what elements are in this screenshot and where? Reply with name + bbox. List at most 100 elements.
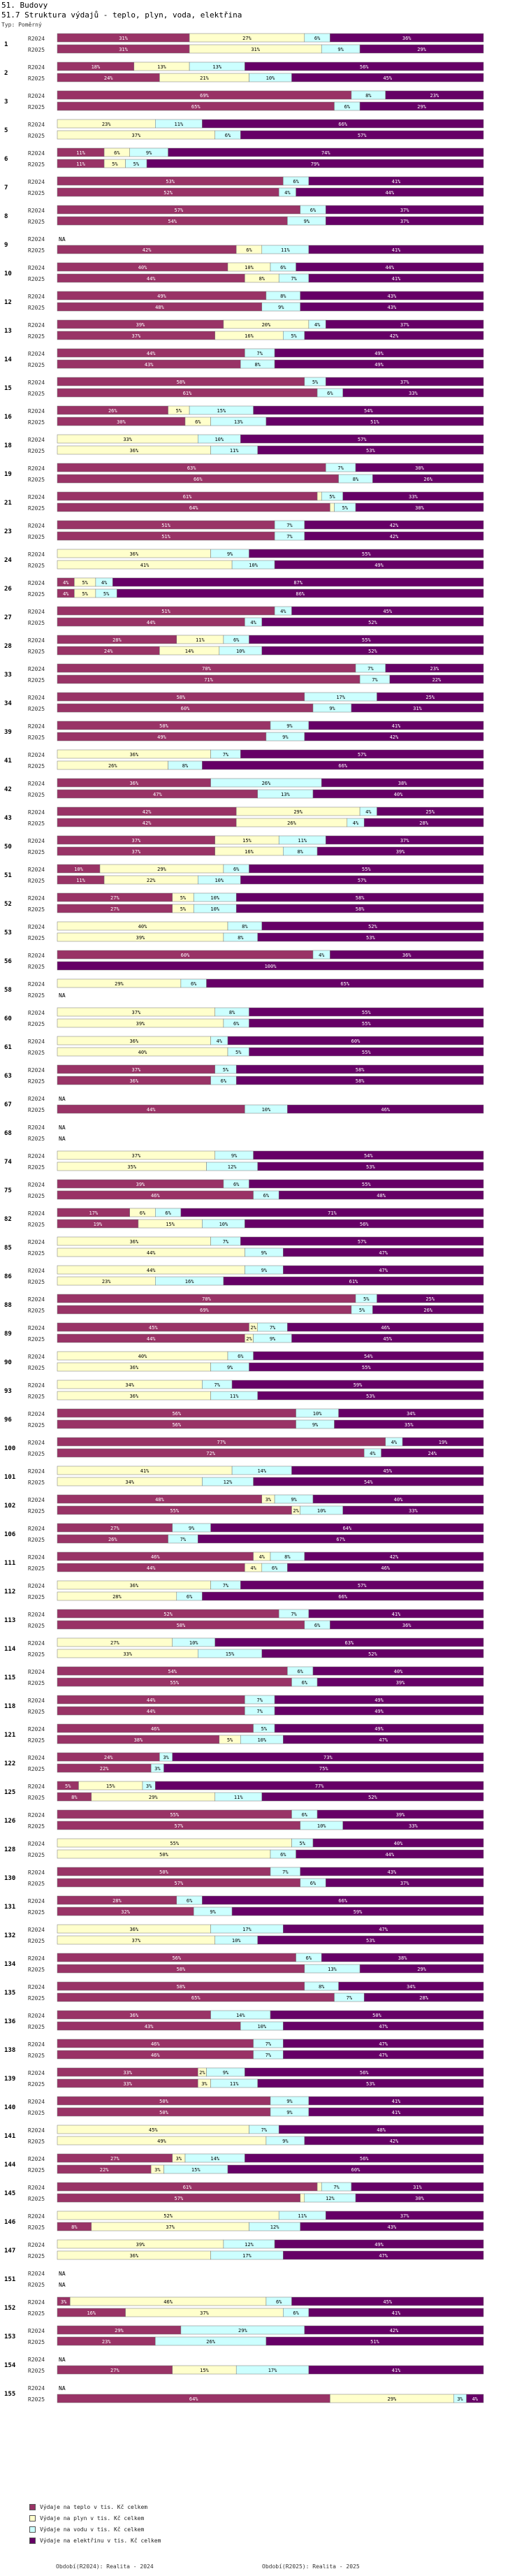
data-label: 10%	[317, 1508, 326, 1514]
data-label: 6%	[302, 1680, 308, 1686]
row-label: R2024	[28, 1239, 45, 1245]
bar-segment	[316, 1809, 484, 1819]
data-label: 23%	[102, 2339, 111, 2345]
data-label: 52%	[163, 2213, 173, 2219]
group-label: 89	[4, 1331, 12, 1338]
data-label: 57%	[358, 752, 367, 758]
data-label: 35%	[405, 1422, 414, 1428]
data-label: 25%	[425, 809, 435, 815]
data-label: 36%	[129, 1239, 138, 1245]
row-label: R2025	[28, 906, 45, 913]
group-label: 12	[4, 299, 12, 306]
row-label: R2025	[28, 1709, 45, 1715]
data-label: 57%	[358, 133, 367, 138]
bar-segment	[253, 1351, 484, 1361]
bar-segment	[235, 1076, 484, 1085]
data-label: 69%	[200, 93, 209, 99]
data-label: 41%	[392, 247, 401, 253]
data-label: 53%	[366, 1394, 375, 1399]
data-label: 11%	[298, 838, 307, 844]
data-label: 39%	[136, 322, 145, 328]
bar-segment	[291, 2296, 484, 2306]
data-label: 7%	[337, 465, 344, 471]
data-label: 57%	[175, 1823, 184, 1829]
data-label: 31%	[119, 47, 128, 52]
row-label: R2024	[28, 265, 45, 271]
data-label: 63%	[345, 1640, 354, 1646]
row-label: R2024	[28, 208, 45, 214]
bar-segment	[321, 1953, 484, 1962]
data-label: 64%	[189, 505, 198, 511]
row-label: R2024	[28, 953, 45, 959]
data-label: 15%	[217, 408, 226, 414]
data-label: 33%	[409, 494, 418, 500]
data-label: 55%	[170, 1680, 179, 1686]
data-label: 47%	[379, 2041, 388, 2047]
row-label: R2024	[28, 1039, 45, 1045]
legend-label-elektrina: Výdaje na elektřinu v tis. Kč celkem	[40, 2538, 161, 2544]
data-label: 28%	[419, 1995, 428, 2001]
data-label: 60%	[351, 1039, 361, 1044]
data-label: 36%	[129, 2013, 138, 2018]
row-label: R2025	[28, 1021, 45, 1027]
data-label: 42%	[390, 1554, 399, 1560]
data-label: 21%	[200, 75, 209, 81]
data-label: 24%	[104, 75, 113, 81]
data-label: 5%	[223, 1067, 229, 1073]
data-label: 7%	[282, 1869, 289, 1875]
data-label: 36%	[129, 1365, 138, 1370]
footer-period-2024: Období(R2024): Realita - 2024	[56, 2563, 154, 2570]
bar-segment	[359, 44, 484, 54]
data-label: 5%	[82, 580, 88, 586]
row-label: R2024	[28, 1124, 45, 1131]
row-label: R2025	[28, 276, 45, 282]
group-label: 60	[4, 1015, 12, 1022]
row-label: R2025	[28, 2310, 45, 2317]
data-label: 7%	[261, 2127, 268, 2133]
row-label: R2024	[28, 1612, 45, 1618]
data-label: 55%	[170, 1508, 179, 1514]
data-label: 58%	[356, 906, 365, 912]
data-label: 29%	[417, 47, 426, 52]
data-label: 12%	[270, 2224, 279, 2230]
na-label: NA	[59, 2271, 66, 2277]
data-label: 17%	[268, 2368, 277, 2373]
data-label: 6%	[297, 1669, 303, 1674]
data-label: 44%	[147, 351, 156, 356]
data-label: 9%	[270, 1336, 276, 1342]
data-label: 37%	[400, 2213, 409, 2219]
bar-segment	[338, 1981, 484, 1991]
row-label: R2025	[28, 161, 45, 168]
data-label: 36%	[129, 1394, 138, 1399]
group-label: 41	[4, 758, 12, 765]
data-label: 41%	[392, 276, 401, 282]
row-label: R2024	[28, 2271, 45, 2277]
data-label: 55%	[362, 1050, 371, 1055]
data-label: 37%	[132, 849, 141, 855]
data-label: 39%	[396, 1812, 405, 1818]
bar-segment	[214, 1637, 484, 1647]
group-label: 16	[4, 414, 12, 421]
data-label: 47%	[153, 792, 162, 797]
bar-segment	[240, 434, 484, 444]
data-label: 4%	[391, 1440, 398, 1445]
data-label: 11%	[298, 2213, 307, 2219]
bar-segment	[308, 245, 484, 254]
data-label: 55%	[362, 1182, 371, 1187]
na-label: NA	[59, 236, 66, 243]
data-label: 47%	[379, 1927, 388, 1932]
data-label: 9%	[291, 1497, 297, 1503]
group-label: 112	[4, 1589, 15, 1595]
bar-segment	[245, 61, 484, 71]
bar-segment	[287, 1322, 484, 1332]
data-label: 38%	[134, 1737, 143, 1743]
row-label: R2024	[28, 2299, 45, 2306]
data-label: 11%	[76, 150, 85, 156]
data-label: 5%	[342, 505, 349, 511]
group-label: 101	[4, 1474, 15, 1481]
data-label: 26%	[287, 820, 296, 826]
row-label: R2024	[28, 2099, 45, 2105]
data-label: 10%	[257, 1737, 266, 1743]
data-label: 58%	[177, 1984, 186, 1990]
row-label: R2024	[28, 1583, 45, 1589]
